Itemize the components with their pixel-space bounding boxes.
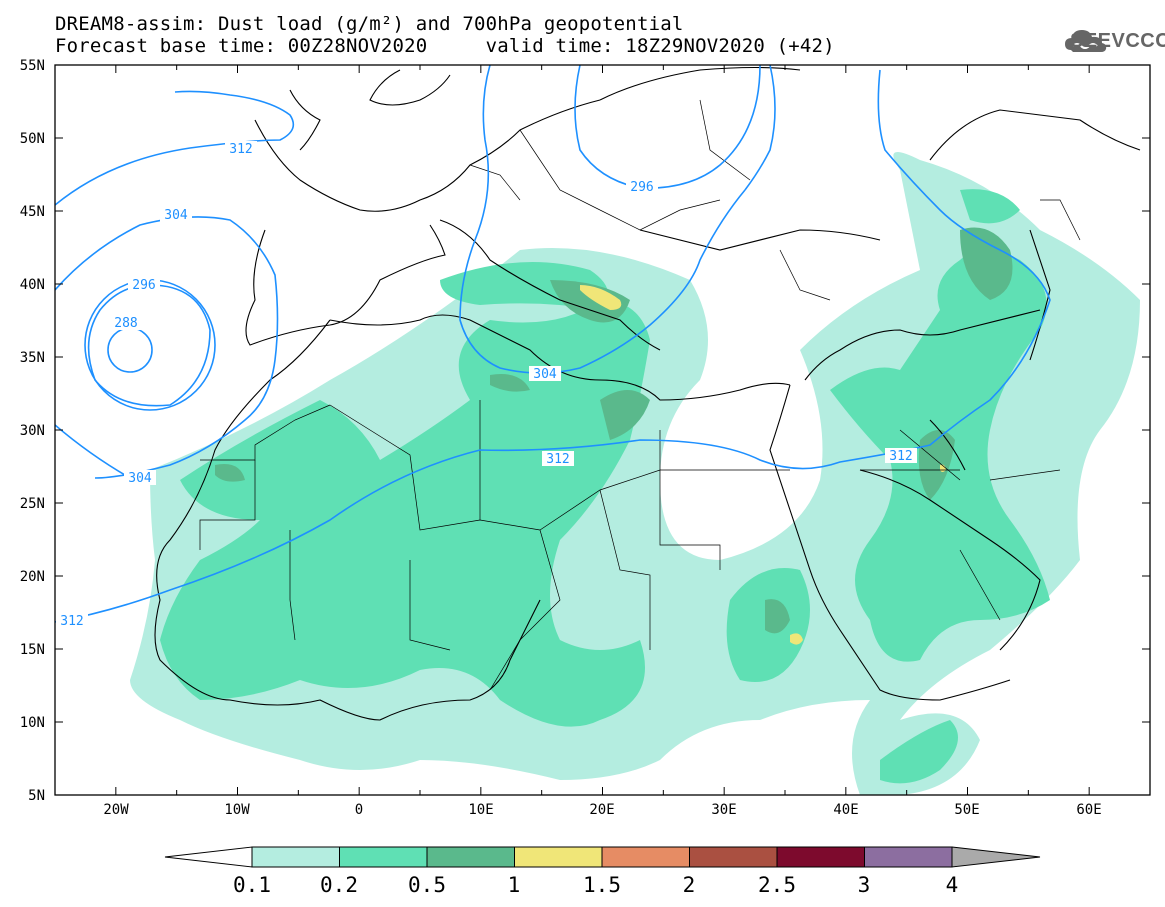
latitude-labels: 55N 50N 45N 40N 35N 30N 25N 20N 15N 10N …: [20, 58, 45, 804]
colorbar-segment: [514, 846, 603, 868]
forecast-time-subtitle: Forecast base time: 00Z28NOV2020 valid t…: [55, 35, 835, 57]
lat-label: 25N: [20, 496, 45, 512]
colorbar-segment: [776, 846, 865, 868]
lat-label: 15N: [20, 642, 45, 658]
lat-label: 35N: [20, 350, 45, 366]
contour-label: 304: [533, 367, 557, 382]
axis-ticks: [54, 64, 1151, 796]
lon-label: 50E: [954, 802, 979, 818]
lat-label: 30N: [20, 423, 45, 439]
colorbar-tick: 3: [858, 873, 871, 897]
contour-label: 296: [630, 180, 653, 195]
colorbar-tick: 1: [508, 873, 521, 897]
lon-label: 40E: [833, 802, 858, 818]
colorbar-segment: [689, 846, 778, 868]
map-title: DREAM8-assim: Dust load (g/m²) and 700hP…: [55, 13, 684, 35]
colorbar-tick-labels: 0.1 0.2 0.5 1 1.5 2 2.5 3 4: [233, 873, 958, 897]
lat-label: 50N: [20, 131, 45, 147]
longitude-labels: 20W 10W 0 10E 20E 30E 40E 50E 60E: [103, 802, 1101, 818]
lat-label: 40N: [20, 277, 45, 293]
contour-label: 304: [128, 471, 152, 486]
contour-labels: 312 304 296 288 304 296 304 312 312 312: [56, 141, 917, 629]
contour-label: 304: [164, 208, 188, 223]
colorbar-tick: 0.1: [233, 873, 271, 897]
colorbar-tick: 0.2: [320, 873, 358, 897]
lat-label: 45N: [20, 204, 45, 220]
colorbar-segment: [951, 846, 1041, 868]
lat-label: 5N: [28, 788, 45, 804]
colorbar-segment: [864, 846, 953, 868]
colorbar-tick: 0.5: [408, 873, 446, 897]
colorbar-segment: [251, 846, 340, 868]
colorbar-segment: [339, 846, 428, 868]
logo-text: SEEVCCC: [1070, 30, 1165, 52]
contour-label: 312: [889, 449, 912, 464]
colorbar-tick: 4: [946, 873, 959, 897]
colorbar-segment: [164, 846, 253, 868]
country-borders: [199, 99, 1081, 691]
contour-label: 312: [546, 452, 569, 467]
lon-label: 20E: [589, 802, 614, 818]
lat-label: 10N: [20, 715, 45, 731]
lon-label: 60E: [1076, 802, 1101, 818]
colorbar-tick: 2.5: [758, 873, 796, 897]
colorbar-tick: 1.5: [583, 873, 621, 897]
colorbar: [164, 846, 1041, 868]
contour-label: 312: [229, 142, 252, 157]
colorbar-segment: [601, 846, 690, 868]
contour-label: 312: [60, 614, 83, 629]
dust-shading: [130, 152, 1140, 795]
lon-label: 0: [355, 802, 363, 818]
contour-label: 296: [132, 278, 155, 293]
colorbar-segment: [426, 846, 515, 868]
lon-label: 30E: [711, 802, 736, 818]
lon-label: 10E: [468, 802, 493, 818]
cloud-icon: [1065, 30, 1107, 52]
colorbar-tick: 2: [683, 873, 696, 897]
lat-label: 20N: [20, 569, 45, 585]
lon-label: 10W: [224, 802, 250, 818]
contour-label: 288: [114, 316, 137, 331]
lat-label: 55N: [20, 58, 45, 74]
lon-label: 20W: [103, 802, 129, 818]
